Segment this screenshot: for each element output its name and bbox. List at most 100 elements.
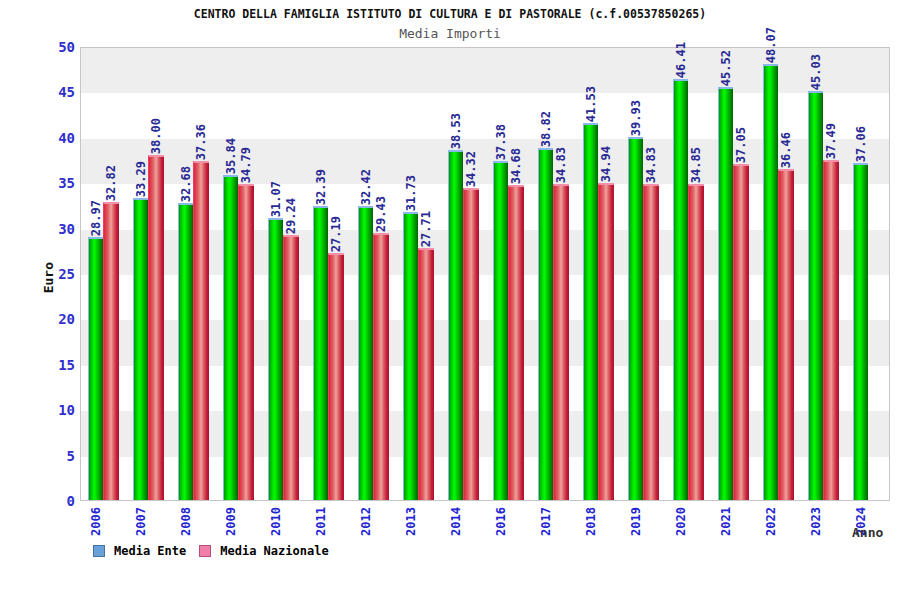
bar-value-label: 37.06 (855, 126, 867, 162)
bar-value-label: 34.85 (690, 147, 702, 183)
y-tick-label: 20 (28, 311, 75, 327)
bar-value-label: 34.68 (510, 148, 522, 184)
bar-value-label: 36.46 (780, 132, 792, 168)
y-tick-label: 50 (28, 39, 75, 55)
bar-media-ente-2008 (178, 203, 193, 500)
bar-media-ente-2011 (313, 206, 328, 500)
bar-value-label: 46.41 (675, 42, 687, 78)
bar-media-nazionale-2020 (688, 184, 704, 500)
bar-value-label: 48.07 (765, 27, 777, 63)
bar-media-nazionale-2023 (823, 160, 839, 500)
x-tick-label-2016: 2016 (495, 507, 507, 536)
y-axis-title: Euro (41, 262, 56, 293)
bar-value-label: 38.53 (450, 113, 462, 149)
bar-value-label: 32.68 (180, 166, 192, 202)
bar-media-ente-2021 (718, 87, 733, 500)
x-tick-label-2023: 2023 (810, 507, 822, 536)
bar-value-label: 28.97 (90, 200, 102, 236)
x-tick-label-2019: 2019 (630, 507, 642, 536)
bar-media-ente-2013 (403, 212, 418, 500)
bar-value-label: 35.84 (225, 138, 237, 174)
bar-media-ente-2017 (538, 148, 553, 500)
bar-value-label: 31.07 (270, 181, 282, 217)
bar-value-label: 41.53 (585, 86, 597, 122)
bar-value-label: 45.52 (720, 50, 732, 86)
bar-value-label: 38.82 (540, 111, 552, 147)
y-tick-label: 30 (28, 221, 75, 237)
bar-value-label: 34.32 (465, 151, 477, 187)
bar-media-nazionale-2016 (508, 185, 524, 500)
legend-label-media-nazionale: Media Nazionale (220, 544, 328, 558)
bar-media-ente-2007 (133, 198, 148, 500)
x-tick-label-2010: 2010 (270, 507, 282, 536)
y-tick-label: 45 (28, 84, 75, 100)
legend: Media Ente Media Nazionale (93, 544, 329, 558)
bar-media-nazionale-2008 (193, 161, 209, 500)
bar-value-label: 32.82 (105, 165, 117, 201)
x-tick-label-2007: 2007 (135, 507, 147, 536)
x-tick-label-2020: 2020 (675, 507, 687, 536)
x-tick-label-2022: 2022 (765, 507, 777, 536)
x-tick-label-2013: 2013 (405, 507, 417, 536)
bar-value-label: 37.05 (735, 127, 747, 163)
bar-value-label: 45.03 (810, 54, 822, 90)
bar-media-nazionale-2017 (553, 184, 569, 500)
bar-media-nazionale-2009 (238, 184, 254, 500)
x-tick-label-2009: 2009 (225, 507, 237, 536)
bar-media-nazionale-2019 (643, 184, 659, 500)
bar-media-ente-2024 (853, 163, 868, 500)
bar-value-label: 39.93 (630, 100, 642, 136)
bar-media-ente-2012 (358, 206, 373, 500)
chart-title: CENTRO DELLA FAMIGLIA ISTITUTO DI CULTUR… (0, 7, 900, 21)
bar-media-ente-2022 (763, 64, 778, 500)
bar-value-label: 34.83 (555, 147, 567, 183)
bar-media-ente-2006 (88, 237, 103, 500)
y-tick-label: 5 (28, 448, 75, 464)
y-tick-label: 35 (28, 175, 75, 191)
x-tick-label-2018: 2018 (585, 507, 597, 536)
bar-media-ente-2016 (493, 161, 508, 500)
bar-media-nazionale-2021 (733, 164, 749, 500)
bar-media-nazionale-2011 (328, 253, 344, 500)
x-tick-label-2008: 2008 (180, 507, 192, 536)
bar-media-ente-2023 (808, 91, 823, 500)
bar-media-nazionale-2010 (283, 235, 299, 500)
x-tick-label-2012: 2012 (360, 507, 372, 536)
x-tick-label-2014: 2014 (450, 507, 462, 536)
bar-value-label: 34.94 (600, 146, 612, 182)
bar-value-label: 34.83 (645, 147, 657, 183)
bar-media-nazionale-2014 (463, 188, 479, 500)
bar-media-ente-2020 (673, 79, 688, 500)
bar-value-label: 37.38 (495, 124, 507, 160)
bar-value-label: 32.39 (315, 169, 327, 205)
bar-media-ente-2009 (223, 175, 238, 500)
bar-media-nazionale-2006 (103, 202, 119, 500)
plot-area: 28.9732.8233.2938.0032.6837.3635.8434.79… (80, 47, 890, 501)
x-tick-label-2017: 2017 (540, 507, 552, 536)
bar-value-label: 29.43 (375, 196, 387, 232)
bar-media-ente-2010 (268, 218, 283, 500)
bar-media-nazionale-2018 (598, 183, 614, 500)
y-tick-label: 10 (28, 402, 75, 418)
bar-value-label: 32.42 (360, 169, 372, 205)
y-tick-label: 40 (28, 130, 75, 146)
legend-swatch-media-nazionale-icon (199, 545, 211, 557)
bar-value-label: 34.79 (240, 147, 252, 183)
x-tick-label-2011: 2011 (315, 507, 327, 536)
bar-value-label: 27.71 (420, 211, 432, 247)
bar-media-nazionale-2012 (373, 233, 389, 500)
bar-media-ente-2019 (628, 137, 643, 500)
bar-value-label: 29.24 (285, 198, 297, 234)
bar-value-label: 38.00 (150, 118, 162, 154)
chart-figure: CENTRO DELLA FAMIGLIA ISTITUTO DI CULTUR… (0, 0, 900, 600)
y-tick-label: 15 (28, 357, 75, 373)
bar-media-nazionale-2007 (148, 155, 164, 500)
x-axis-title: Anno (852, 525, 883, 540)
bar-media-nazionale-2013 (418, 248, 434, 500)
x-tick-label-2006: 2006 (90, 507, 102, 536)
y-tick-label: 0 (28, 493, 75, 509)
bar-value-label: 33.29 (135, 161, 147, 197)
legend-swatch-media-ente-icon (93, 545, 105, 557)
bar-value-label: 37.49 (825, 123, 837, 159)
bar-value-label: 31.73 (405, 175, 417, 211)
